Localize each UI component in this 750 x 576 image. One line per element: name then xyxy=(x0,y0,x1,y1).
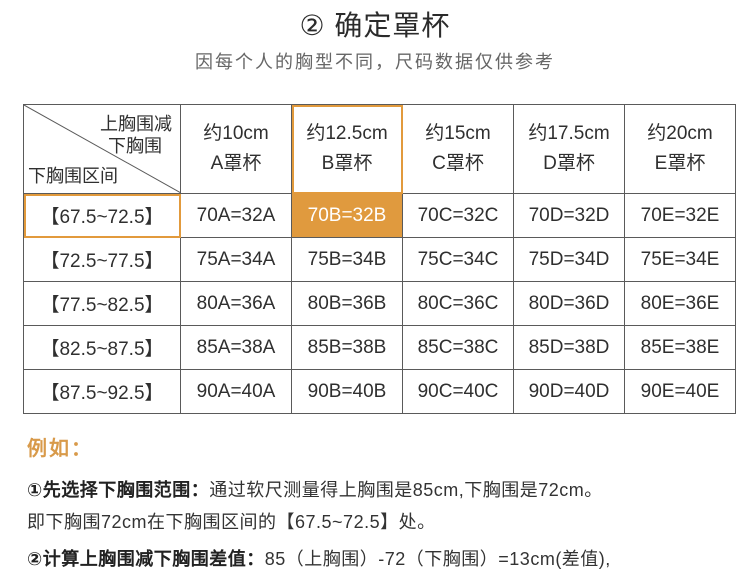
cup-size-table: 上胸围减 下胸围 下胸围区间 约10cm A罩杯 约12.5cm B罩杯 约15… xyxy=(23,104,736,414)
column-cup: A罩杯 xyxy=(210,153,262,174)
step1-line2: 即下胸围72cm在下胸围区间的【67.5~72.5】处。 xyxy=(27,512,436,532)
size-cell: 80A=36A xyxy=(180,281,292,326)
step1-line: ①先选择下胸围范围：通过软尺测量得上胸围是85cm,下胸围是72cm。 xyxy=(27,476,603,502)
diagonal-divider xyxy=(24,105,180,193)
column-diff: 约17.5cm xyxy=(528,123,610,144)
column-header-a: 约10cm A罩杯 xyxy=(180,104,292,194)
size-cell-highlighted: 70B=32B xyxy=(291,193,403,238)
column-diff: 约10cm xyxy=(203,123,269,144)
step2-title: ②计算上胸围减下胸围差值： xyxy=(27,549,265,569)
step1-title: ①先选择下胸围范围： xyxy=(27,480,210,500)
step1-text: 通过软尺测量得上胸围是85cm,下胸围是72cm。 xyxy=(209,480,603,500)
size-cell: 70C=32C xyxy=(402,193,514,238)
column-cup: B罩杯 xyxy=(321,153,373,174)
table-row: 【87.5~92.5】 90A=40A 90B=40B 90C=40C 90D=… xyxy=(23,369,736,414)
step2-line: ②计算上胸围减下胸围差值：85（上胸围）-72（下胸围）=13cm(差值), xyxy=(27,545,611,571)
size-cell: 70E=32E xyxy=(624,193,736,238)
size-cell: 85E=38E xyxy=(624,325,736,370)
size-cell: 85B=38B xyxy=(291,325,403,370)
size-cell: 90C=40C xyxy=(402,369,514,414)
size-cell: 75D=34D xyxy=(513,237,625,282)
page-title: ② 确定罩杯 xyxy=(299,10,451,41)
column-header-b: 约12.5cm B罩杯 xyxy=(291,104,403,194)
step2-text: 85（上胸围）-72（下胸围）=13cm(差值), xyxy=(264,549,611,569)
size-cell: 75B=34B xyxy=(291,237,403,282)
corner-bottom-label: 下胸围区间 xyxy=(28,166,118,186)
size-cell: 75C=34C xyxy=(402,237,514,282)
column-diff: 约15cm xyxy=(425,123,491,144)
size-cell: 80C=36C xyxy=(402,281,514,326)
table-row: 【72.5~77.5】 75A=34A 75B=34B 75C=34C 75D=… xyxy=(23,237,736,282)
column-diff: 约12.5cm xyxy=(306,123,388,144)
table-row: 【67.5~72.5】 70A=32A 70B=32B 70C=32C 70D=… xyxy=(23,193,736,238)
size-cell: 90B=40B xyxy=(291,369,403,414)
size-cell: 75E=34E xyxy=(624,237,736,282)
size-cell: 85C=38C xyxy=(402,325,514,370)
column-header-e: 约20cm E罩杯 xyxy=(624,104,736,194)
size-cell: 75A=34A xyxy=(180,237,292,282)
size-cell: 80B=36B xyxy=(291,281,403,326)
table-row: 【77.5~82.5】 80A=36A 80B=36B 80C=36C 80D=… xyxy=(23,281,736,326)
row-range-cell: 【72.5~77.5】 xyxy=(23,237,181,282)
size-cell: 90A=40A xyxy=(180,369,292,414)
column-cup: D罩杯 xyxy=(543,153,595,174)
size-cell: 70D=32D xyxy=(513,193,625,238)
column-cup: C罩杯 xyxy=(432,153,484,174)
column-header-d: 约17.5cm D罩杯 xyxy=(513,104,625,194)
size-cell: 90D=40D xyxy=(513,369,625,414)
corner-header-cell: 上胸围减 下胸围 下胸围区间 xyxy=(23,104,181,194)
size-cell: 70A=32A xyxy=(180,193,292,238)
row-range-cell: 【67.5~72.5】 xyxy=(23,193,181,238)
column-header-c: 约15cm C罩杯 xyxy=(402,104,514,194)
example-label: 例如： xyxy=(27,438,93,460)
row-range-cell: 【82.5~87.5】 xyxy=(23,325,181,370)
size-cell: 85D=38D xyxy=(513,325,625,370)
corner-top-label-line2: 下胸围 xyxy=(108,136,162,156)
table-row: 【82.5~87.5】 85A=38A 85B=38B 85C=38C 85D=… xyxy=(23,325,736,370)
size-cell: 80E=36E xyxy=(624,281,736,326)
table-header-row: 上胸围减 下胸围 下胸围区间 约10cm A罩杯 约12.5cm B罩杯 约15… xyxy=(23,104,736,194)
row-range-cell: 【77.5~82.5】 xyxy=(23,281,181,326)
page-subtitle: 因每个人的胸型不同，尺码数据仅供参考 xyxy=(195,52,555,72)
column-cup: E罩杯 xyxy=(654,153,706,174)
size-cell: 85A=38A xyxy=(180,325,292,370)
corner-top-label-line1: 上胸围减 xyxy=(100,114,172,134)
size-cell: 90E=40E xyxy=(624,369,736,414)
size-cell: 80D=36D xyxy=(513,281,625,326)
column-diff: 约20cm xyxy=(647,123,713,144)
row-range-cell: 【87.5~92.5】 xyxy=(23,369,181,414)
